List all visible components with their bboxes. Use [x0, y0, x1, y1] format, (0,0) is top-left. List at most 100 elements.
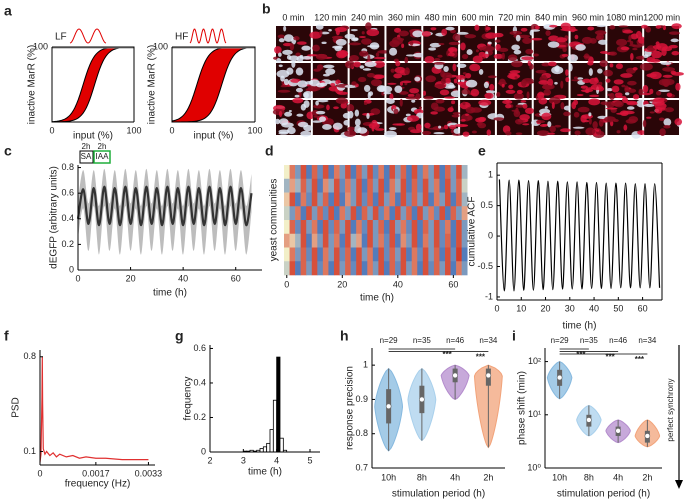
cell-cluster	[469, 63, 481, 72]
cell-cluster	[279, 118, 289, 126]
cell-cluster	[522, 103, 528, 109]
cell-cluster	[581, 36, 593, 44]
heat-cell	[284, 178, 290, 193]
y-tick-label: 0.8	[23, 351, 36, 361]
x-axis-label: input (%)	[193, 131, 233, 142]
cell-cluster	[628, 34, 632, 42]
cell-cluster	[498, 47, 509, 52]
heat-cell	[372, 178, 379, 193]
heat-cell	[300, 206, 307, 221]
heat-cell	[328, 165, 335, 180]
cell-cluster	[394, 66, 406, 74]
panel-letter: a	[4, 3, 12, 19]
cell-cluster	[505, 103, 512, 109]
histogram-bar	[279, 437, 284, 453]
micrograph	[604, 97, 647, 139]
cell-cluster	[569, 26, 576, 33]
cell-cluster	[563, 111, 571, 117]
cell-cluster	[664, 107, 674, 113]
heat-cell	[411, 178, 418, 193]
histogram-bar	[269, 429, 274, 453]
cell-cluster	[609, 25, 616, 30]
heat-cell	[378, 233, 385, 248]
heat-cell	[406, 206, 413, 221]
cell-cluster	[383, 91, 392, 95]
heat-cell	[295, 261, 301, 276]
cell-cluster	[296, 41, 307, 45]
cell-cluster	[588, 112, 592, 117]
y-tick-label: 10⁰	[527, 462, 541, 472]
cell-cluster	[276, 69, 290, 78]
x-tick-label: 8h	[417, 472, 427, 482]
cell-cluster	[367, 54, 371, 63]
heat-cell	[428, 233, 435, 248]
cell-cluster	[441, 28, 448, 36]
heat-cell	[383, 165, 390, 180]
cell-cluster	[659, 128, 666, 136]
cell-cluster	[531, 37, 543, 41]
cell-cluster	[296, 113, 304, 117]
x-tick-label: 10h	[381, 472, 396, 482]
cell-cluster	[605, 78, 611, 83]
heat-cell	[439, 192, 446, 207]
heat-cell	[456, 233, 462, 248]
x-tick-label: 60	[638, 303, 648, 313]
heat-cell	[428, 206, 435, 221]
heat-cell	[417, 220, 424, 235]
x-tick-label: 20	[541, 303, 551, 313]
panel-letter: e	[478, 143, 486, 159]
heat-cell	[356, 178, 363, 193]
cell-cluster	[554, 124, 562, 128]
heat-cell	[367, 192, 374, 207]
cell-cluster	[485, 90, 496, 94]
panel-letter: i	[512, 328, 516, 344]
cell-cluster	[278, 38, 285, 43]
y-tick-label: 0.9	[355, 394, 368, 404]
x-tick-label: 0	[75, 273, 80, 283]
heat-cell	[417, 233, 424, 248]
cell-cluster	[366, 28, 380, 37]
heat-cell	[433, 220, 440, 235]
cell-cluster	[538, 80, 549, 85]
cell-cluster	[359, 35, 366, 39]
heat-cell	[289, 165, 296, 180]
cell-cluster	[493, 53, 504, 59]
micrograph	[384, 98, 424, 138]
cell-cluster	[361, 38, 372, 45]
cell-cluster	[623, 124, 628, 131]
heat-cell	[450, 206, 457, 221]
heat-cell	[422, 206, 429, 221]
cell-cluster	[354, 125, 362, 134]
cell-cluster	[516, 89, 523, 95]
heat-cell	[317, 220, 324, 235]
cell-cluster	[452, 112, 462, 115]
heat-cell	[450, 233, 457, 248]
cell-cluster	[577, 106, 590, 113]
heat-cell	[411, 206, 418, 221]
cell-cluster	[335, 97, 348, 104]
cell-cluster	[323, 64, 335, 69]
heat-cell	[400, 247, 407, 262]
y-tick-label: 0.7	[355, 462, 368, 472]
cell-cluster	[604, 116, 616, 123]
heat-cell	[295, 206, 301, 221]
mean-line	[76, 185, 253, 227]
cell-cluster	[456, 63, 467, 69]
cell-cluster	[433, 131, 445, 135]
cell-cluster	[542, 74, 547, 78]
heat-cell	[311, 247, 318, 262]
cell-cluster	[589, 38, 597, 44]
x-tick-label: 0	[284, 279, 289, 289]
cell-cluster	[315, 53, 328, 60]
heat-cell	[456, 178, 462, 193]
cell-cluster	[433, 106, 446, 112]
cell-cluster	[650, 58, 661, 63]
micrograph	[273, 25, 313, 64]
heat-cell	[328, 247, 335, 262]
heat-cell	[406, 192, 413, 207]
heat-cell	[361, 192, 368, 207]
heat-cell	[284, 220, 290, 235]
cell-cluster	[629, 40, 634, 45]
cell-cluster	[322, 124, 332, 130]
cell-cluster	[560, 102, 565, 110]
